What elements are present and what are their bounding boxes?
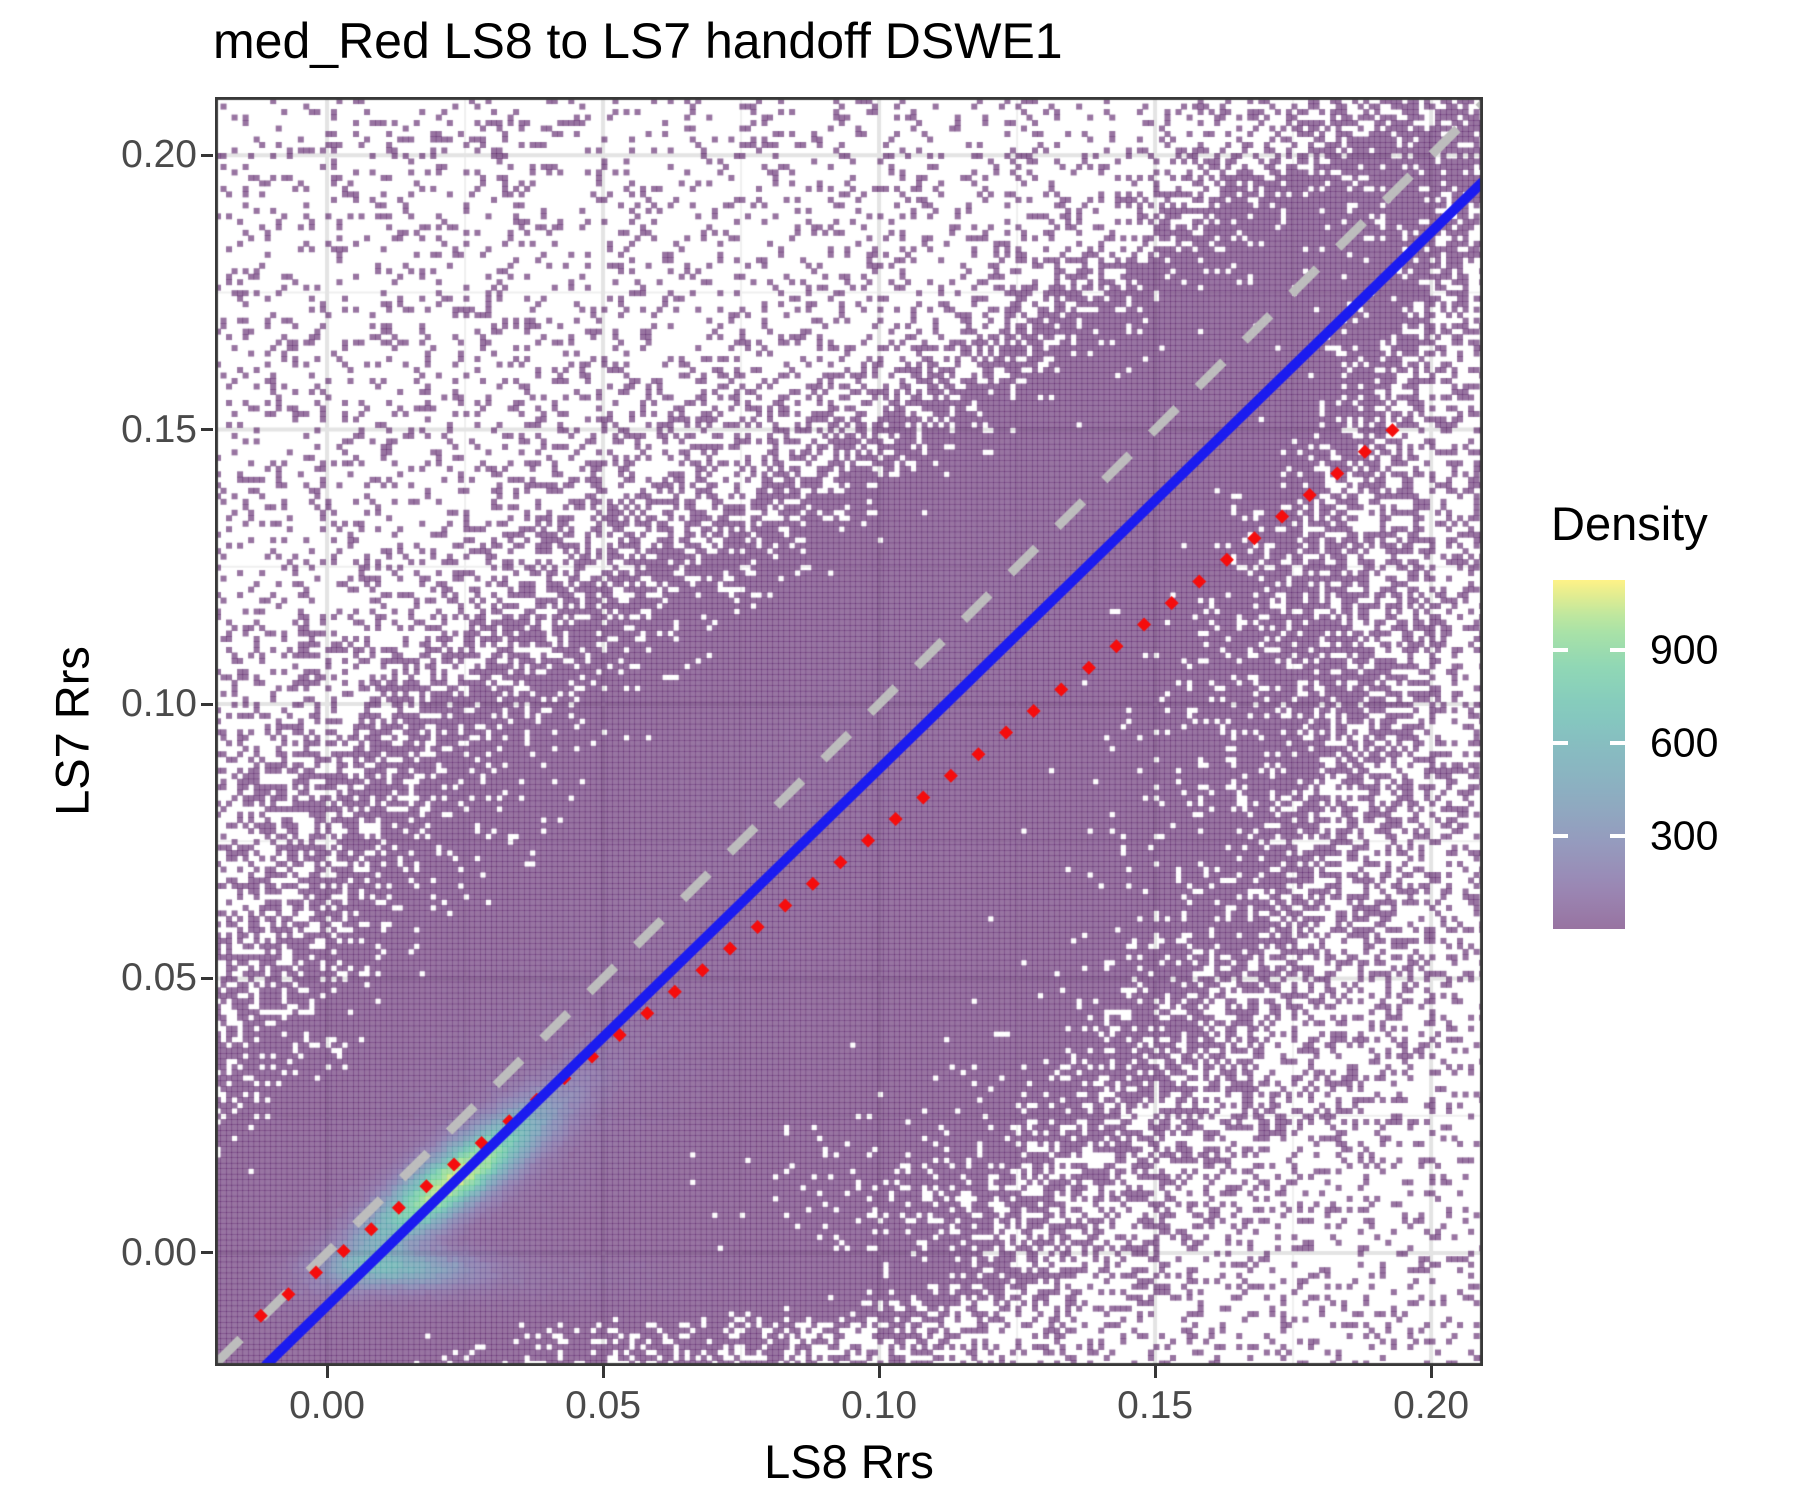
legend-tick (1610, 741, 1625, 746)
legend-title: Density (1551, 497, 1708, 550)
y-axis-title: LS7 Rrs (45, 646, 99, 816)
x-axis-tick (877, 1366, 881, 1378)
x-axis-tick-label: 0.05 (565, 1384, 642, 1427)
plot-title: med_Red LS8 to LS7 handoff DSWE1 (213, 13, 1063, 69)
x-axis-tick (325, 1366, 329, 1378)
y-axis-tick (201, 976, 213, 980)
y-axis-tick (201, 153, 213, 157)
plot-panel (215, 97, 1483, 1366)
legend-tick (1553, 834, 1568, 839)
x-axis-tick-label: 0.00 (289, 1384, 365, 1427)
y-axis-tick-label: 0.05 (121, 956, 197, 1000)
y-axis-tick-label: 0.15 (121, 407, 197, 451)
legend-tick (1553, 741, 1568, 746)
legend-tick-label: 600 (1650, 719, 1719, 766)
legend-tick-label: 900 (1650, 626, 1719, 673)
x-axis-tick (601, 1366, 605, 1378)
y-axis-tick-label: 0.20 (121, 133, 197, 177)
legend-colorbar (1553, 580, 1625, 929)
x-axis-tick (1153, 1366, 1157, 1378)
y-axis-tick (201, 428, 213, 432)
legend-tick-label: 300 (1650, 812, 1719, 859)
legend-tick (1610, 648, 1625, 653)
x-axis-tick-label: 0.20 (1393, 1384, 1470, 1427)
x-axis-tick-label: 0.10 (841, 1384, 918, 1427)
x-axis-tick-label: 0.15 (1117, 1384, 1194, 1427)
y-axis-tick-label: 0.00 (121, 1230, 197, 1274)
y-axis-tick (201, 702, 213, 706)
x-axis-title: LS8 Rrs (764, 1435, 934, 1488)
density-plot-canvas (215, 97, 1483, 1366)
x-axis-tick (1429, 1366, 1433, 1378)
y-axis-tick (201, 1251, 213, 1255)
legend-tick (1610, 834, 1625, 839)
y-axis-tick-label: 0.10 (121, 682, 197, 726)
legend-tick (1553, 648, 1568, 653)
